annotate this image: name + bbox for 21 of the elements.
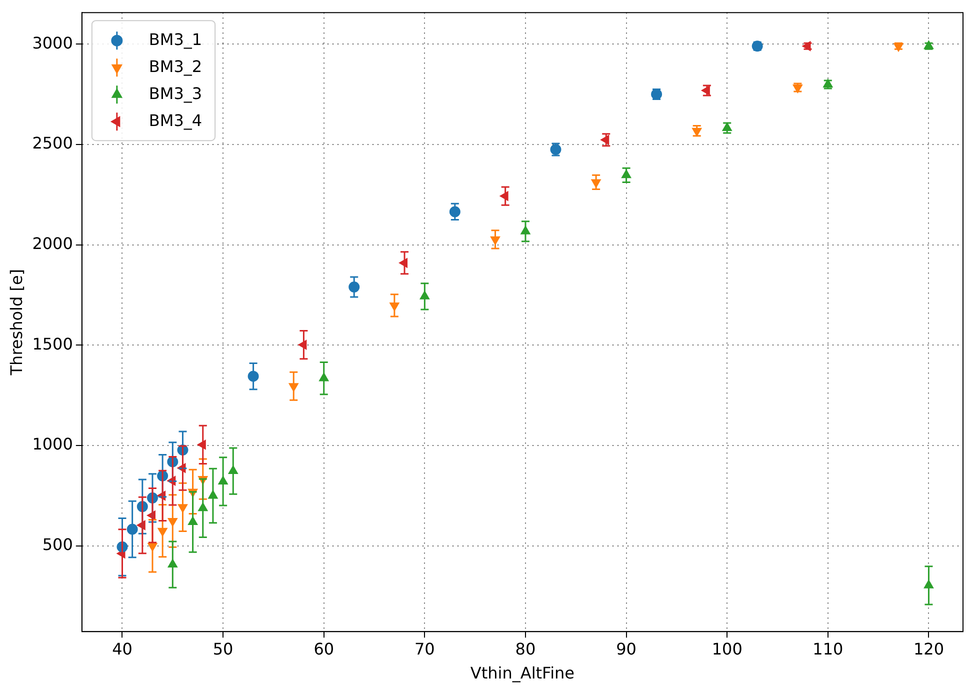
- y-tick-label: 2000: [32, 234, 73, 253]
- y-tick-label: 2500: [32, 134, 73, 153]
- x-tick-label: 100: [712, 639, 742, 658]
- y-tick-label: 1000: [32, 434, 73, 454]
- x-tick-label: 70: [414, 639, 435, 658]
- x-tick-label: 80: [515, 639, 536, 658]
- legend-label: BM3_2: [148, 56, 202, 76]
- x-tick-label: 40: [112, 639, 132, 658]
- y-tick-label: 1500: [32, 334, 73, 354]
- legend-label: BM3_1: [148, 30, 202, 49]
- x-tick-label: 60: [314, 639, 334, 658]
- y-tick-label: 3000: [32, 33, 73, 52]
- legend-label: BM3_3: [148, 84, 202, 103]
- y-tick-label: 500: [42, 535, 73, 554]
- x-tick-label: 90: [616, 639, 636, 658]
- x-tick-label: 50: [212, 639, 234, 658]
- x-tick-label: 110: [812, 639, 844, 658]
- x-tick-label: 120: [913, 639, 944, 658]
- legend-label: BM3_4: [148, 110, 202, 130]
- x-axis-title: Vthin_AltFine: [470, 664, 574, 683]
- y-axis-title: Threshold [e]: [6, 268, 26, 376]
